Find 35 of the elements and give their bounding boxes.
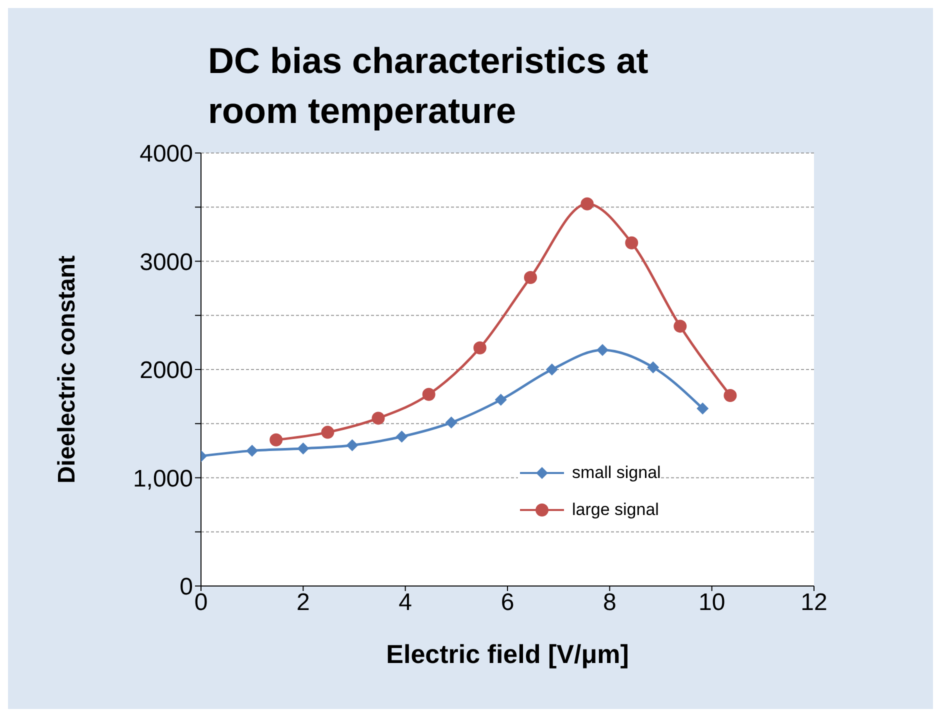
x-tick-label: 8 bbox=[602, 589, 616, 616]
point bbox=[647, 361, 660, 374]
point bbox=[297, 442, 310, 455]
point bbox=[422, 388, 436, 401]
x-tick-label: 10 bbox=[698, 589, 726, 616]
point bbox=[696, 402, 709, 414]
point bbox=[372, 412, 385, 425]
point bbox=[445, 416, 458, 429]
legend-label: small signal bbox=[572, 462, 661, 482]
point bbox=[674, 320, 687, 333]
y-tick-label: 2000 bbox=[140, 357, 193, 384]
point bbox=[546, 364, 558, 376]
point bbox=[724, 388, 737, 402]
y-tick-label: 3000 bbox=[140, 248, 193, 276]
point bbox=[580, 197, 594, 210]
x-tick-label: 12 bbox=[800, 589, 828, 616]
x-tick-label: 4 bbox=[398, 589, 412, 616]
point bbox=[524, 270, 537, 284]
point bbox=[346, 439, 358, 452]
y-tick-label: 1,000 bbox=[132, 465, 193, 492]
point bbox=[473, 341, 486, 354]
point bbox=[246, 444, 258, 457]
legend-label: large signal bbox=[572, 500, 659, 520]
y-tick-label: 4000 bbox=[140, 140, 193, 168]
point bbox=[396, 430, 408, 443]
point bbox=[494, 394, 507, 406]
x-tick-label: 2 bbox=[296, 589, 310, 616]
point bbox=[625, 236, 638, 250]
x-tick-label: 6 bbox=[500, 589, 514, 616]
x-axis-title: Electric field [V/μm] bbox=[386, 639, 629, 669]
chart-title: DC bias characteristics at room temperature bbox=[208, 39, 650, 133]
point bbox=[321, 426, 334, 439]
point bbox=[596, 344, 609, 356]
point bbox=[270, 433, 283, 446]
y-axis-title: Dieelectric constant bbox=[54, 255, 81, 484]
